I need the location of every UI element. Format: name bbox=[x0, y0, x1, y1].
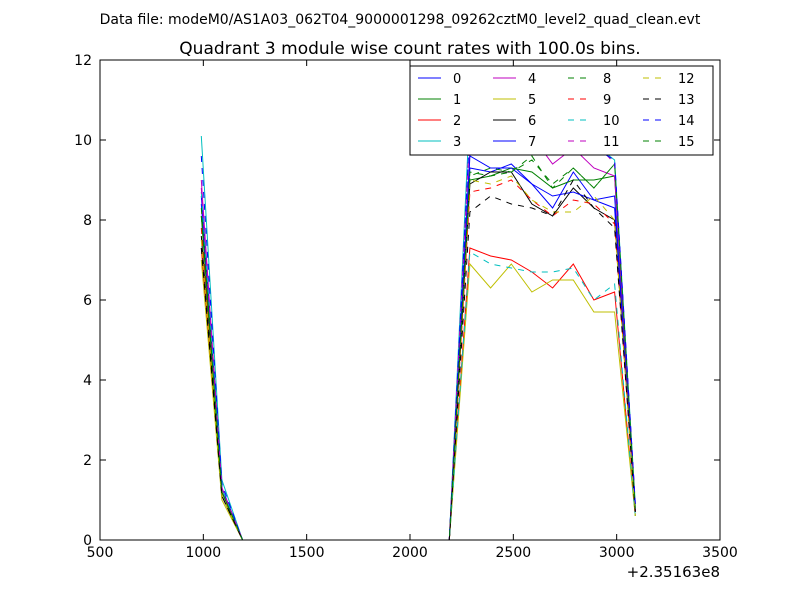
legend-label-5: 5 bbox=[528, 93, 536, 108]
y-tick-label: 4 bbox=[83, 373, 92, 389]
legend-label-14: 14 bbox=[678, 114, 695, 129]
series-line-2 bbox=[200, 247, 636, 540]
x-tick-label: 1000 bbox=[186, 545, 222, 561]
legend-label-4: 4 bbox=[528, 72, 536, 87]
legend-label-1: 1 bbox=[453, 93, 461, 108]
chart-title: Quadrant 3 module wise count rates with … bbox=[179, 39, 640, 59]
series-line-15 bbox=[200, 155, 636, 540]
plot-area: 500 1000 1500 2000 2500 3000 35000246810120123… bbox=[74, 53, 738, 561]
legend-box bbox=[409, 65, 714, 156]
y-tick-label: 2 bbox=[83, 453, 92, 469]
legend-label-11: 11 bbox=[603, 135, 620, 150]
series-line-0 bbox=[200, 163, 636, 540]
legend-label-12: 12 bbox=[678, 72, 695, 87]
x-tick-label: 500 bbox=[87, 545, 114, 561]
legend-label-9: 9 bbox=[603, 93, 611, 108]
legend-label-15: 15 bbox=[678, 135, 695, 150]
x-tick-label: 3500 bbox=[702, 545, 738, 561]
y-tick-label: 8 bbox=[83, 213, 92, 229]
series-line-7 bbox=[200, 155, 636, 540]
legend-label-7: 7 bbox=[528, 135, 536, 150]
series-line-5 bbox=[200, 259, 636, 540]
series-line-8 bbox=[200, 159, 636, 540]
x-tick-label: 1500 bbox=[289, 545, 325, 561]
x-offset-label: +2.35163e8 bbox=[627, 563, 720, 581]
legend-label-13: 13 bbox=[678, 93, 695, 108]
y-tick-label: 6 bbox=[83, 293, 92, 309]
series-line-4 bbox=[200, 135, 636, 540]
legend-label-8: 8 bbox=[603, 72, 611, 87]
y-tick-label: 12 bbox=[74, 53, 92, 69]
legend-label-6: 6 bbox=[528, 114, 536, 129]
data-file-label: Data file: modeM0/AS1A03_062T04_90000012… bbox=[100, 12, 701, 28]
x-tick-label: 2500 bbox=[496, 545, 532, 561]
legend-label-0: 0 bbox=[453, 72, 461, 87]
x-tick-label: 3000 bbox=[599, 545, 635, 561]
legend-label-10: 10 bbox=[603, 114, 620, 129]
y-tick-label: 0 bbox=[83, 533, 92, 549]
legend-label-3: 3 bbox=[453, 135, 461, 150]
series-line-1 bbox=[200, 167, 636, 540]
series-line-6 bbox=[200, 171, 636, 540]
x-tick-label: 2000 bbox=[392, 545, 428, 561]
y-tick-label: 10 bbox=[74, 133, 92, 149]
legend-label-2: 2 bbox=[453, 114, 461, 129]
